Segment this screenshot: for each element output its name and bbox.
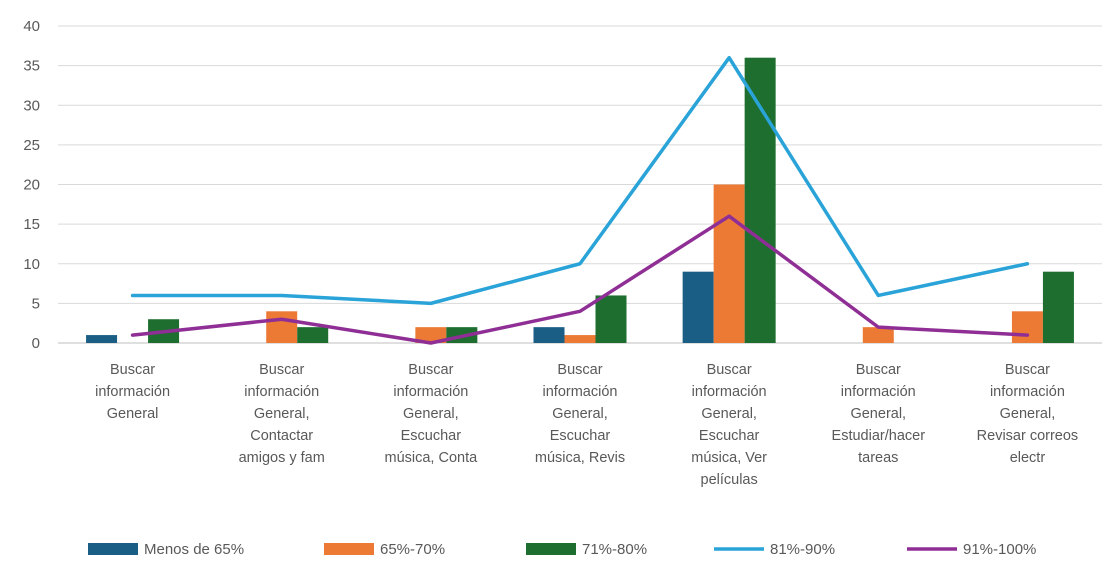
x-category-label-line: General,	[1000, 406, 1056, 422]
x-category-label-line: Buscar	[557, 362, 602, 378]
y-tick-label: 40	[23, 18, 40, 35]
y-tick-label: 0	[32, 335, 40, 352]
bar-series-1-cat-1	[266, 311, 298, 343]
y-axis-ticks: 0 5 10 15 20 25 30 35 40	[23, 18, 40, 352]
legend-label: 65%-70%	[380, 541, 445, 558]
legend-swatch-bar	[526, 543, 576, 555]
x-axis-category-labels: Buscar información General Buscar informació…	[95, 362, 1078, 488]
legend-swatch-bar	[324, 543, 374, 555]
x-category-label-line: Escuchar	[401, 428, 462, 444]
x-category-label-line: General,	[403, 406, 459, 422]
x-category-label-line: Buscar	[259, 362, 304, 378]
bar-series-1-cat-5	[862, 327, 894, 343]
bar-series-1-cat-4	[713, 184, 745, 343]
x-category-label-line: Escuchar	[550, 428, 611, 444]
x-category-label-line: General	[107, 406, 159, 422]
legend-label: Menos de 65%	[144, 541, 244, 558]
legend-label: 91%-100%	[963, 541, 1036, 558]
y-tick-label: 15	[23, 216, 40, 233]
y-tick-label: 35	[23, 58, 40, 75]
x-category-label: Buscar información General, Escuchar música,…	[535, 362, 625, 466]
x-category-label-line: General,	[254, 406, 310, 422]
x-category-label: Buscar información General, Revisar correos…	[977, 362, 1079, 466]
x-category-label-line: información	[95, 384, 170, 400]
bar-series-1-cat-6	[1011, 311, 1043, 343]
x-category-label-line: Buscar	[408, 362, 453, 378]
bar-series-0-cat-0	[86, 335, 118, 343]
x-category-label-line: electr	[1010, 450, 1046, 466]
x-category-label-line: películas	[701, 472, 758, 488]
bar-series-0-cat-3	[533, 327, 565, 343]
x-category-label-line: Contactar	[250, 428, 313, 444]
bar-series-2-cat-3	[595, 295, 627, 343]
x-category-label-line: General,	[701, 406, 757, 422]
x-category-label: Buscar información General, Escuchar música,…	[385, 362, 479, 466]
x-category-label: Buscar información General, Estudiar/hacer t…	[832, 362, 926, 466]
x-category-label-line: Escuchar	[699, 428, 760, 444]
x-category-label-line: tareas	[858, 450, 898, 466]
y-tick-label: 25	[23, 137, 40, 154]
x-category-label-line: música, Ver	[691, 450, 767, 466]
x-category-label-line: Buscar	[856, 362, 901, 378]
x-category-label-line: información	[841, 384, 916, 400]
gridlines	[58, 25, 1102, 344]
legend-swatch-bar	[88, 543, 138, 555]
x-category-label-line: información	[692, 384, 767, 400]
legend-label: 81%-90%	[770, 541, 835, 558]
bar-series-2-cat-6	[1042, 271, 1074, 343]
y-tick-label: 10	[23, 256, 40, 273]
line-series-4	[130, 214, 1030, 345]
x-category-label-line: Buscar	[1005, 362, 1050, 378]
x-category-label-line: información	[543, 384, 618, 400]
x-category-label: Buscar información General, Escuchar música,…	[691, 362, 767, 488]
x-category-label-line: Buscar	[110, 362, 155, 378]
x-category-label-line: música, Revis	[535, 450, 625, 466]
x-category-label-line: amigos y fam	[239, 450, 325, 466]
line-series-3	[130, 55, 1030, 306]
bar-series-2-cat-1	[297, 327, 329, 343]
bar-series-2-cat-4	[744, 57, 776, 343]
bar-series-group	[86, 57, 1074, 343]
x-category-label: Buscar información General	[95, 362, 170, 422]
line-series-group	[130, 55, 1030, 345]
x-category-label-line: General,	[850, 406, 906, 422]
bar-series-0-cat-4	[682, 271, 714, 343]
x-category-label-line: Revisar correos	[977, 428, 1079, 444]
bar-series-1-cat-2	[415, 327, 447, 343]
x-category-label-line: Buscar	[707, 362, 752, 378]
x-category-label-line: General,	[552, 406, 608, 422]
legend: Menos de 65% 65%-70% 71%-80% 81%-90% 91%-100…	[88, 541, 1036, 558]
x-category-label-line: información	[244, 384, 319, 400]
x-category-label: Buscar información General, Contactar amigos…	[239, 362, 325, 466]
x-category-label-line: Estudiar/hacer	[832, 428, 926, 444]
y-tick-label: 5	[32, 295, 40, 312]
y-tick-label: 30	[23, 97, 40, 114]
x-category-label-line: información	[393, 384, 468, 400]
x-category-label-line: música, Conta	[385, 450, 479, 466]
bar-series-1-cat-3	[564, 335, 596, 343]
y-tick-label: 20	[23, 177, 40, 194]
x-category-label-line: información	[990, 384, 1065, 400]
legend-label: 71%-80%	[582, 541, 647, 558]
